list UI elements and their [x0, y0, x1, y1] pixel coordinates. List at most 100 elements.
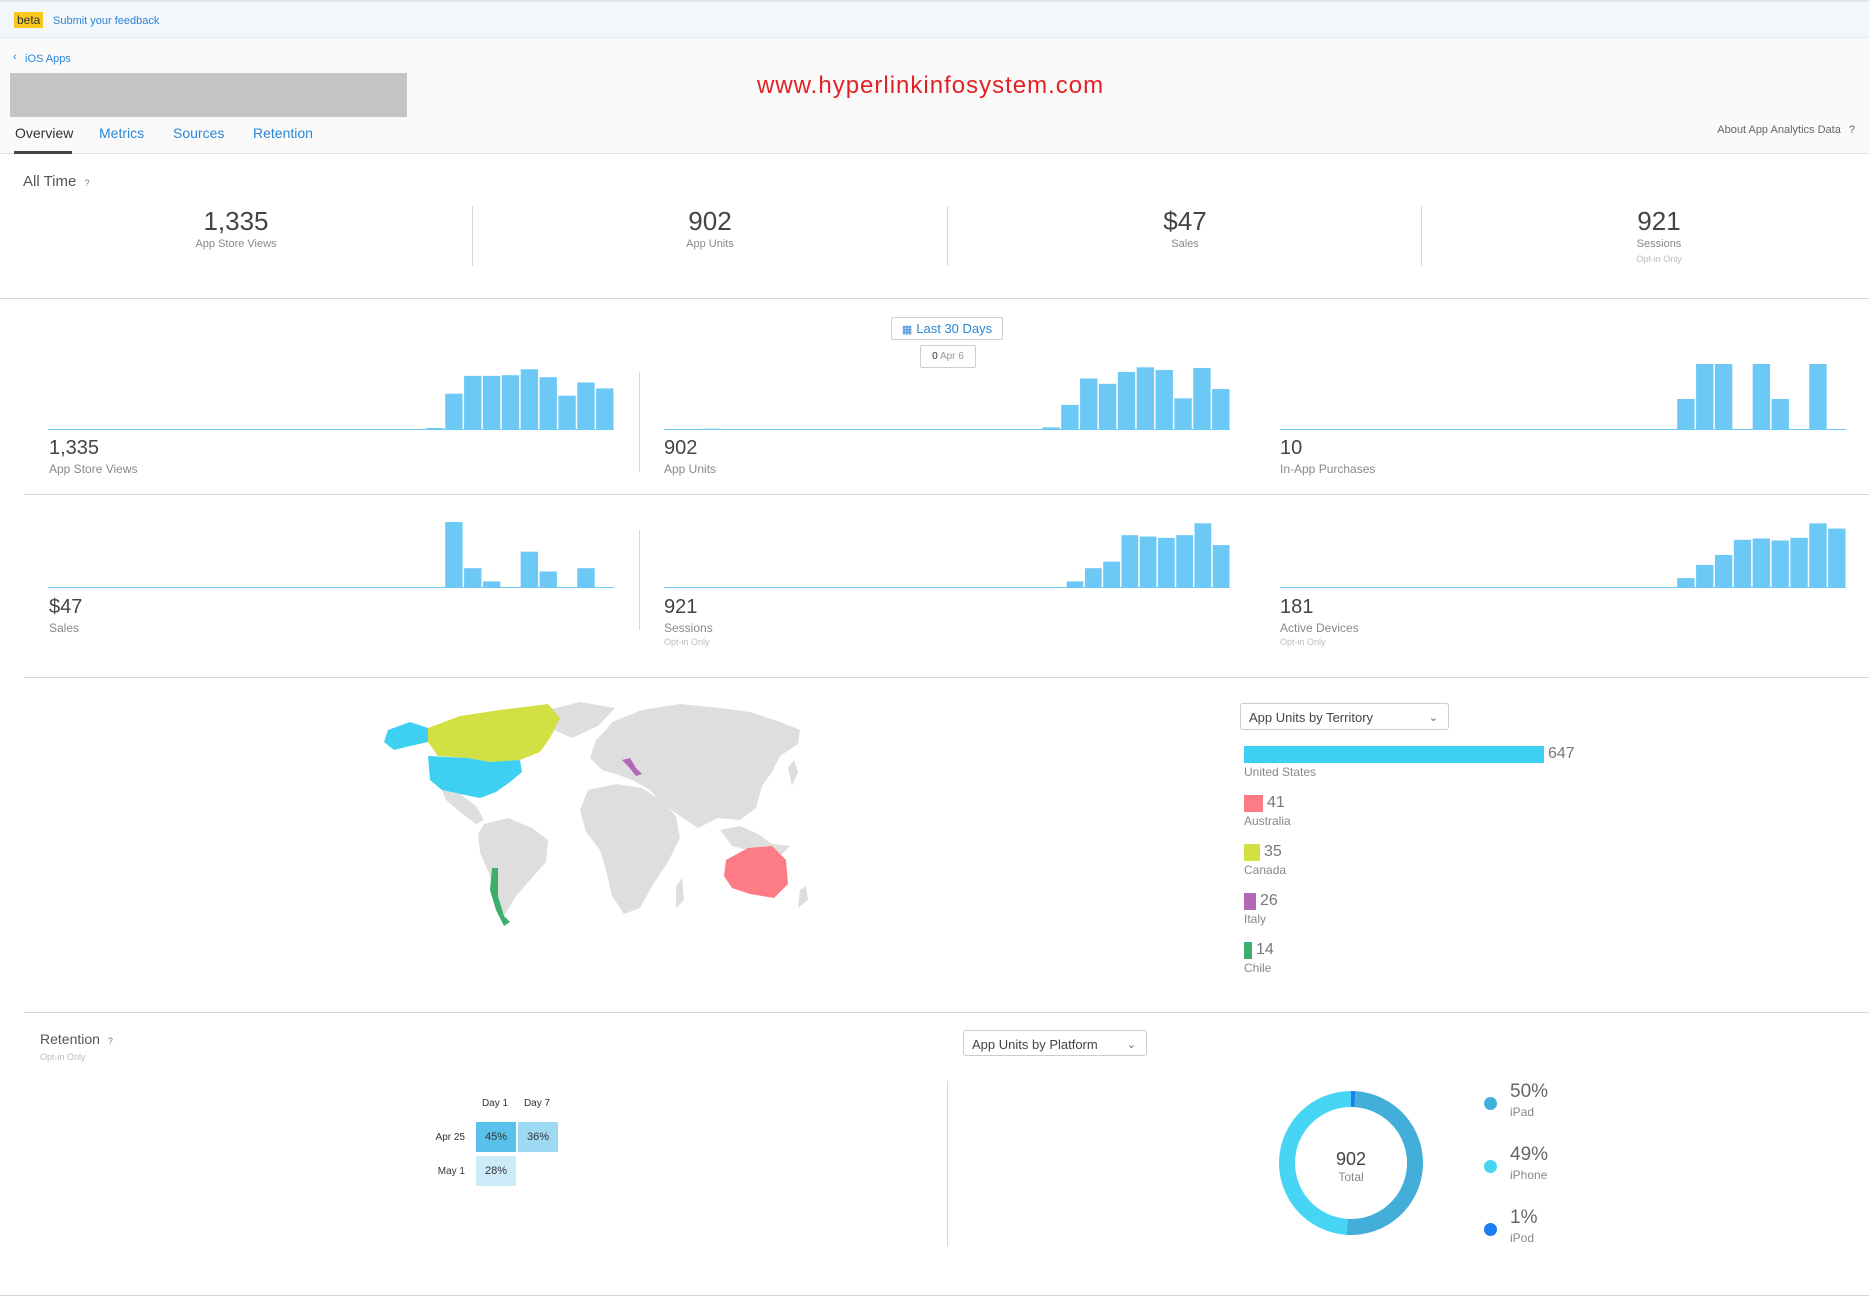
chart-bar[interactable] [1696, 564, 1714, 588]
chart-bar[interactable] [1155, 369, 1173, 430]
retention-cell: 36% [518, 1122, 558, 1152]
legend-dot-ipod [1484, 1223, 1497, 1236]
chart-bar[interactable] [1157, 537, 1175, 588]
breadcrumb-back-link[interactable]: iOS Apps [25, 53, 71, 65]
donut-slice-ipod[interactable] [1351, 1091, 1356, 1108]
platform-dropdown-label: App Units by Platform [972, 1037, 1098, 1052]
donut-slice-iphone[interactable] [1278, 1091, 1351, 1235]
retention-col-header: Day 7 [523, 1098, 551, 1109]
tab-metrics[interactable]: Metrics [99, 125, 145, 141]
stat-label: Sales [1171, 238, 1199, 250]
donut-slice-ipad[interactable] [1346, 1091, 1423, 1235]
mini-chart[interactable] [48, 518, 614, 588]
tab-sources[interactable]: Sources [173, 125, 225, 141]
chart-bar[interactable] [1714, 364, 1733, 430]
chart-bar[interactable] [1714, 555, 1733, 588]
stat-value: 921 [1637, 206, 1681, 236]
watermark-text: www.hyperlinkinfosystem.com [757, 72, 1105, 99]
date-range-button[interactable]: ▦ Last 30 Days [891, 317, 1003, 340]
chart-value: 181 [1280, 596, 1314, 618]
section-divider [0, 1295, 1869, 1296]
section-divider [0, 298, 1869, 299]
bar-chart-svg [664, 523, 1230, 588]
chart-bar[interactable] [539, 571, 557, 589]
map-japan [788, 760, 798, 786]
chart-bar[interactable] [596, 388, 614, 430]
chart-bar[interactable] [445, 522, 463, 588]
chart-bar[interactable] [1733, 539, 1752, 588]
chart-bar[interactable] [558, 395, 576, 430]
chart-bar[interactable] [482, 375, 501, 430]
map-australia [724, 846, 788, 898]
tab-retention[interactable]: Retention [253, 125, 313, 141]
chart-bar[interactable] [520, 551, 539, 588]
territory-value: 26 [1260, 892, 1278, 909]
stat-value: 1,335 [203, 206, 269, 236]
chart-bar[interactable] [464, 568, 482, 588]
chart-bar[interactable] [1828, 528, 1846, 588]
chart-bar[interactable] [1771, 398, 1789, 430]
chart-bar[interactable] [1084, 568, 1102, 588]
feedback-link[interactable]: Submit your feedback [53, 15, 160, 27]
chart-bar[interactable] [1771, 540, 1789, 588]
chart-bar[interactable] [1121, 535, 1139, 588]
chart-bar[interactable] [1139, 536, 1157, 588]
chart-bar[interactable] [501, 375, 520, 430]
calendar-icon: ▦ [901, 324, 913, 336]
chart-bar[interactable] [1809, 364, 1827, 430]
chart-bar[interactable] [1176, 535, 1193, 588]
chart-bar[interactable] [1066, 581, 1084, 588]
retention-label: Retention [40, 1031, 100, 1047]
chart-bar[interactable] [1174, 398, 1192, 430]
platform-donut-chart[interactable] [1266, 1078, 1436, 1248]
mini-chart[interactable] [664, 360, 1230, 430]
chart-bar[interactable] [464, 375, 482, 430]
chart-bar[interactable] [1117, 371, 1136, 430]
mini-chart[interactable] [664, 518, 1230, 588]
chart-bar[interactable] [1696, 364, 1714, 430]
mini-chart[interactable] [1280, 518, 1846, 588]
divider [639, 530, 640, 630]
chart-bar[interactable] [1061, 404, 1079, 430]
help-icon[interactable]: ? [84, 178, 90, 188]
chart-bar[interactable] [1212, 389, 1230, 430]
tab-overview[interactable]: Overview [15, 125, 74, 141]
about-analytics-link[interactable]: About App Analytics Data ? [1717, 124, 1855, 136]
territory-dropdown[interactable]: App Units by Territory ⌄ [1240, 703, 1449, 730]
chart-bar[interactable] [1042, 427, 1060, 430]
map-canada [428, 704, 560, 762]
territory-bar [1244, 746, 1544, 763]
chart-bar[interactable] [1193, 367, 1211, 430]
chart-bar[interactable] [1080, 378, 1098, 430]
mini-chart[interactable] [48, 360, 614, 430]
world-map[interactable] [380, 700, 890, 980]
donut-total-label: Total [1338, 1170, 1364, 1184]
chart-bar[interactable] [577, 382, 595, 430]
chart-bar[interactable] [445, 393, 463, 430]
chart-bar[interactable] [539, 377, 557, 430]
chart-bar[interactable] [1194, 523, 1212, 588]
section-divider [24, 677, 1869, 678]
chart-bar[interactable] [577, 568, 595, 588]
chart-bar[interactable] [1677, 398, 1695, 430]
stat-note: Opt-in Only [1636, 254, 1682, 264]
chart-bar[interactable] [520, 369, 539, 430]
chart-bar[interactable] [1809, 523, 1827, 588]
chart-bar[interactable] [482, 581, 501, 588]
mini-chart[interactable] [1280, 360, 1846, 430]
chart-bar[interactable] [1103, 561, 1120, 588]
bar-chart-svg [664, 367, 1230, 430]
map-new-zealand [798, 886, 808, 908]
platform-dropdown[interactable]: App Units by Platform ⌄ [963, 1030, 1147, 1056]
chart-value: $47 [49, 596, 83, 618]
help-icon[interactable]: ? [107, 1036, 113, 1046]
chart-bar[interactable] [1677, 578, 1695, 588]
chart-bar[interactable] [1790, 537, 1808, 588]
tab-active-underline [14, 151, 72, 154]
chart-bar[interactable] [1098, 383, 1117, 430]
chart-bar[interactable] [1212, 545, 1230, 588]
chart-bar[interactable] [1752, 364, 1771, 430]
back-chevron-icon[interactable]: ‹ [13, 51, 17, 63]
chart-bar[interactable] [1136, 367, 1155, 430]
chart-bar[interactable] [1752, 538, 1771, 589]
